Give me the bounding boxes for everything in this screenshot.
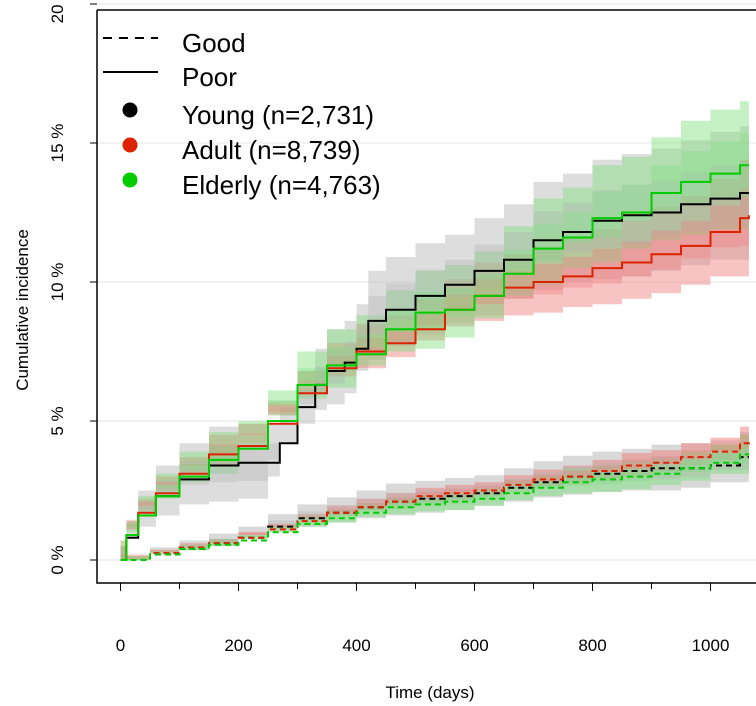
y-tick-label-20: 20 % [48,0,67,23]
legend-label-young: Young (n=2,731) [182,100,374,130]
legend-label-good: Good [182,28,246,58]
x-tick-label-0: 0 [116,636,125,655]
y-tick-label-5: 5 % [48,406,67,435]
legend-label-poor: Poor [182,62,237,92]
x-tick-label-200: 200 [224,636,252,655]
band-core-elderly-poor [120,133,749,561]
legend-label-adult: Adult (n=8,739) [182,135,361,165]
axes-layer: 0 200 400 600 800 1000 0 % 5 % 10 % 15 % 20 % [48,0,756,655]
band-core-young-good [120,444,749,560]
y-tick-label-0: 0 % [48,545,67,574]
band-adult-poor [120,154,749,560]
y-tick-label-15: 15 % [48,124,67,163]
grid-layer [97,3,756,561]
series-lines-layer [120,164,750,561]
legend-marker-elderly [122,172,138,188]
legend: Good Poor Young (n=2,731) Adult (n=8,739) El… [103,28,381,200]
x-tick-label-400: 400 [342,636,370,655]
series-line-elderly-good [120,453,749,561]
x-tick-label-600: 600 [460,636,488,655]
band-core-young-poor [120,159,749,560]
legend-marker-adult [122,137,138,153]
legend-marker-young [122,102,138,118]
series-line-adult-good [120,440,750,561]
y-axis-label: Cumulative incidence [13,229,32,391]
x-tick-label-800: 800 [578,636,606,655]
band-core-adult-good [120,432,749,560]
x-axis-label: Time (days) [385,683,474,702]
series-line-elderly-poor [120,164,749,561]
plot-frame [96,10,756,584]
x-tick-label-1000: 1000 [692,636,730,655]
band-core-adult-poor [120,184,749,560]
legend-label-elderly: Elderly (n=4,763) [182,170,381,200]
y-tick-label-10: 10 % [48,263,67,302]
band-elderly-good [120,434,749,560]
band-core-elderly-good [120,444,749,560]
band-elderly-poor [120,101,749,561]
